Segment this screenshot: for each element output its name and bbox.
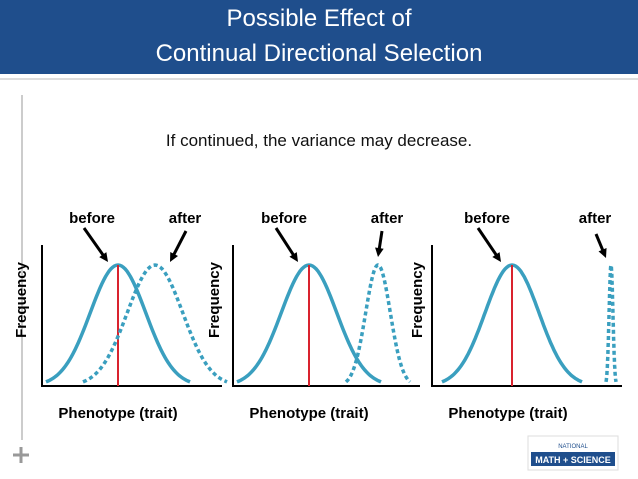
x-axis-label: Phenotype (trait) (58, 405, 177, 422)
plus-icon (13, 447, 29, 463)
logo-bar (531, 452, 615, 466)
header-band (0, 0, 638, 74)
after-curve (604, 259, 618, 383)
title-line2: Continual Directional Selection (156, 40, 483, 67)
after-label: after (579, 210, 612, 227)
x-axis-label: Phenotype (trait) (249, 405, 368, 422)
axes (41, 245, 222, 387)
before-label: before (69, 210, 115, 227)
before-label: before (261, 210, 307, 227)
after-label: after (371, 210, 404, 227)
before-label: before (464, 210, 510, 227)
y-axis-label: Frequency (409, 261, 426, 338)
subtitle: If continued, the variance may decrease. (166, 131, 472, 150)
y-axis-label: Frequency (13, 261, 30, 338)
logo-line1: NATIONAL (558, 444, 588, 450)
arrow-shaft (274, 227, 296, 258)
arrow-shaft (82, 227, 106, 258)
axes (431, 245, 622, 387)
arrow-head (492, 252, 501, 262)
arrow-shaft (594, 233, 606, 254)
arrow-shaft (476, 227, 499, 258)
logo-line2: MATH + SCIENCE (535, 455, 611, 465)
after-curve (344, 263, 412, 384)
arrow-head (375, 247, 384, 257)
y-axis-label: Frequency (206, 261, 223, 338)
x-axis-label: Phenotype (trait) (448, 405, 567, 422)
arrow-shaft (171, 230, 188, 258)
arrow-shaft (377, 230, 384, 252)
arrow-head (598, 248, 607, 258)
axes (232, 245, 420, 387)
after-label: after (169, 210, 202, 227)
arrow-head (289, 252, 298, 262)
title-line1: Possible Effect of (227, 5, 412, 32)
arrow-head (170, 252, 178, 262)
arrow-head (99, 252, 108, 262)
after-curve (82, 263, 228, 384)
